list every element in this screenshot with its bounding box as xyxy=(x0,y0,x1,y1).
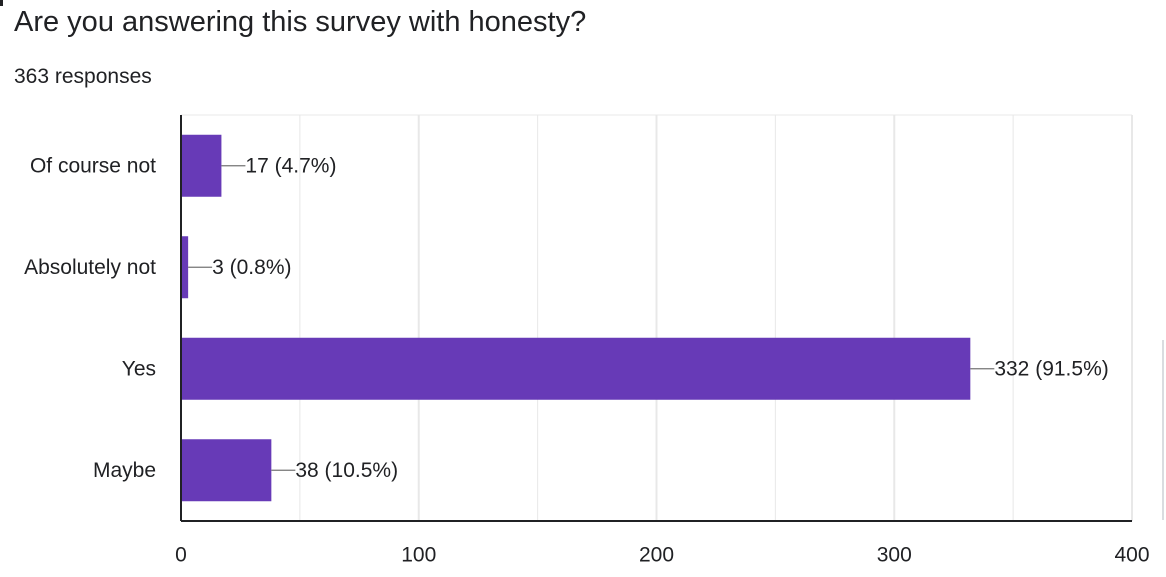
data-label: 17 (4.7%) xyxy=(245,154,336,177)
x-tick-label: 100 xyxy=(401,544,436,567)
scroll-edge xyxy=(1162,340,1164,520)
x-tick-label: 0 xyxy=(175,544,187,567)
bar[interactable] xyxy=(181,236,189,299)
x-tick-label: 400 xyxy=(1114,544,1149,567)
bar[interactable] xyxy=(181,134,222,197)
x-tick-label: 200 xyxy=(639,544,674,567)
window-corner-mark xyxy=(0,0,3,6)
data-label: 332 (91.5%) xyxy=(994,357,1108,380)
chart-title: Are you answering this survey with hones… xyxy=(14,6,587,38)
category-label: Of course not xyxy=(30,154,156,177)
x-tick-label: 300 xyxy=(877,544,912,567)
bars xyxy=(181,134,971,502)
response-count: 363 responses xyxy=(14,65,152,88)
bar[interactable] xyxy=(181,439,272,502)
data-label: 3 (0.8%) xyxy=(212,256,291,279)
data-label: 38 (10.5%) xyxy=(295,459,398,482)
grid-lines xyxy=(181,114,1133,521)
category-label: Yes xyxy=(122,357,156,380)
bar[interactable] xyxy=(181,337,971,400)
category-label: Absolutely not xyxy=(24,256,156,279)
labels: 17 (4.7%) Of course not 3 (0.8%) Absolutely… xyxy=(24,154,1109,482)
category-label: Maybe xyxy=(93,459,156,482)
axes: 0 100 200 300 400 xyxy=(175,115,1150,567)
